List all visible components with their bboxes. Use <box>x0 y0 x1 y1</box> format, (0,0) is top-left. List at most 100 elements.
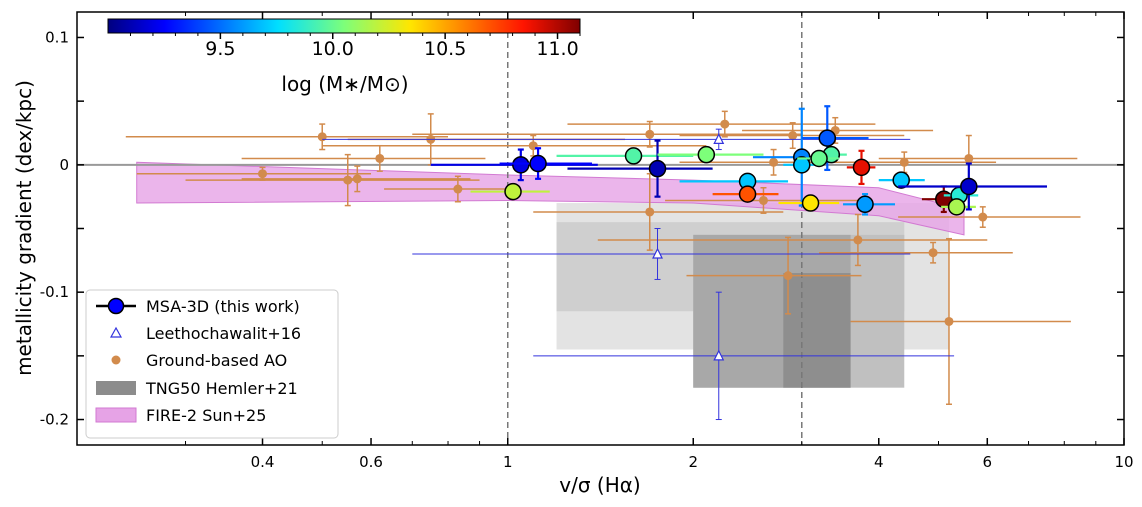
msa3d-point <box>712 185 779 203</box>
msa3d-marker <box>529 154 547 173</box>
msa3d-marker <box>892 171 910 189</box>
msa3d-marker <box>793 156 811 174</box>
colorbar-label: log (M∗/M⊙) <box>281 72 408 96</box>
legend-entry-msa3d: MSA-3D (this work) <box>96 297 300 316</box>
ground-ao-point <box>878 134 1078 183</box>
msa3d-marker <box>801 194 820 212</box>
axes: 0.4 0.6 1 2 4 6 10 0.1 0 -0.1 -0.2 <box>40 12 1134 471</box>
legend-entry-leethochawalit: Leethochawalit+16 <box>109 324 301 343</box>
legend-label: Leethochawalit+16 <box>146 324 301 343</box>
y-tick-label: -0.2 <box>40 411 69 429</box>
msa3d-marker <box>512 156 530 174</box>
msa3d-point <box>878 171 925 189</box>
legend-box <box>85 289 339 439</box>
ground-ao-marker <box>375 153 385 163</box>
msa3d-marker <box>504 182 522 201</box>
colorbar-tick-label: 9.5 <box>205 38 235 60</box>
ground-ao-point <box>665 186 866 214</box>
x-tick-label: 0.4 <box>251 453 275 471</box>
msa3d-marker <box>818 129 837 147</box>
msa3d-marker <box>697 145 716 164</box>
ground-ao-marker <box>352 174 362 184</box>
ground-ao-point <box>384 175 516 203</box>
legend-fire2-patch <box>95 407 137 423</box>
leethochawalit-point <box>412 228 911 280</box>
ground-ao-point <box>819 241 1013 264</box>
ground-ao-marker <box>769 157 779 167</box>
msa3d-point <box>567 139 713 198</box>
legend-entry-tng50: TNG50 Hemler+21 <box>96 379 298 398</box>
x-axis-label: v/σ (Hα) <box>559 473 640 497</box>
legend-entry-fire2: FIRE-2 Sun+25 <box>95 406 266 425</box>
ground-ao-marker <box>899 157 909 167</box>
x-tick-label: 4 <box>874 453 884 471</box>
msa3d-point <box>430 148 598 182</box>
legend-entry-ground-ao: Ground-based AO <box>111 351 287 370</box>
msa3d-marker <box>856 195 874 214</box>
leethochawalit-series <box>322 128 955 421</box>
ground-ao-marker <box>720 119 730 129</box>
leethochawalit-marker <box>652 247 663 259</box>
msa3d-point <box>797 149 840 168</box>
ground-ao-marker <box>964 153 974 163</box>
msa3d-point <box>843 193 895 216</box>
legend: MSA-3D (this work) Leethochawalit+16 Gro… <box>85 289 339 439</box>
colorbar-gradient <box>107 18 581 34</box>
leethochawalit-marker <box>713 133 725 144</box>
ground-ao-point <box>241 165 471 193</box>
ground-ao-point <box>412 120 802 148</box>
legend-label: FIRE-2 Sun+25 <box>146 406 266 425</box>
x-tick-label: 6 <box>983 453 993 471</box>
msa3d-marker <box>624 147 643 165</box>
ground-ao-marker <box>944 316 954 326</box>
ground-ao-marker <box>978 212 988 222</box>
ground-ao-point <box>850 237 1071 405</box>
msa3d-point <box>801 105 869 172</box>
leethochawalit-marker <box>713 349 725 361</box>
ground-ao-marker <box>645 207 655 217</box>
msa3d-point <box>778 194 840 212</box>
y-tick-label: 0.1 <box>45 28 69 46</box>
msa3d-point <box>783 156 820 174</box>
ground-ao-point <box>679 122 905 150</box>
legend-triangle-marker <box>109 326 123 338</box>
leethochawalit-point <box>533 291 955 421</box>
x-tick-label: 1 <box>503 453 513 471</box>
msa3d-point <box>499 147 592 180</box>
legend-msa3d-marker <box>107 297 125 315</box>
tng50-region <box>556 203 949 388</box>
legend-label: TNG50 Hemler+21 <box>145 379 298 398</box>
msa3d-point <box>846 149 876 186</box>
msa3d-marker <box>947 198 966 216</box>
msa3d-point <box>898 162 1048 211</box>
y-axis-label: metallicity gradient (dex/kpc) <box>12 80 36 376</box>
ground-ao-point <box>898 206 1081 228</box>
y-tick-label: 0 <box>59 156 69 174</box>
colorbar-tick-label: 10.0 <box>312 38 354 60</box>
legend-label: MSA-3D (this work) <box>146 297 300 316</box>
leethochawalit-point <box>322 128 911 151</box>
ground-ao-marker <box>453 184 463 194</box>
ground-ao-marker <box>853 235 863 245</box>
ground-ao-point <box>533 172 784 251</box>
colorbar-tick-label: 10.5 <box>424 38 466 60</box>
ground-ao-marker <box>928 248 938 258</box>
reference-lines <box>77 12 1124 445</box>
msa3d-point <box>556 147 694 165</box>
msa3d-marker <box>648 159 667 178</box>
ground-ao-marker <box>788 131 798 141</box>
ground-ao-marker <box>317 132 327 142</box>
colorbar-tick-label: 11.0 <box>536 38 578 60</box>
x-tick-label: 2 <box>688 453 698 471</box>
ground-ao-marker <box>783 271 793 281</box>
msa3d-point <box>470 182 550 201</box>
ground-ao-marker <box>645 129 655 139</box>
x-tick-label: 0.6 <box>359 453 383 471</box>
msa3d-marker <box>810 149 828 168</box>
msa3d-marker <box>960 177 978 196</box>
ground-ao-marker <box>758 195 768 205</box>
msa3d-point <box>941 198 976 216</box>
ground-ao-marker <box>343 175 353 185</box>
y-tick-label: -0.1 <box>40 283 69 301</box>
